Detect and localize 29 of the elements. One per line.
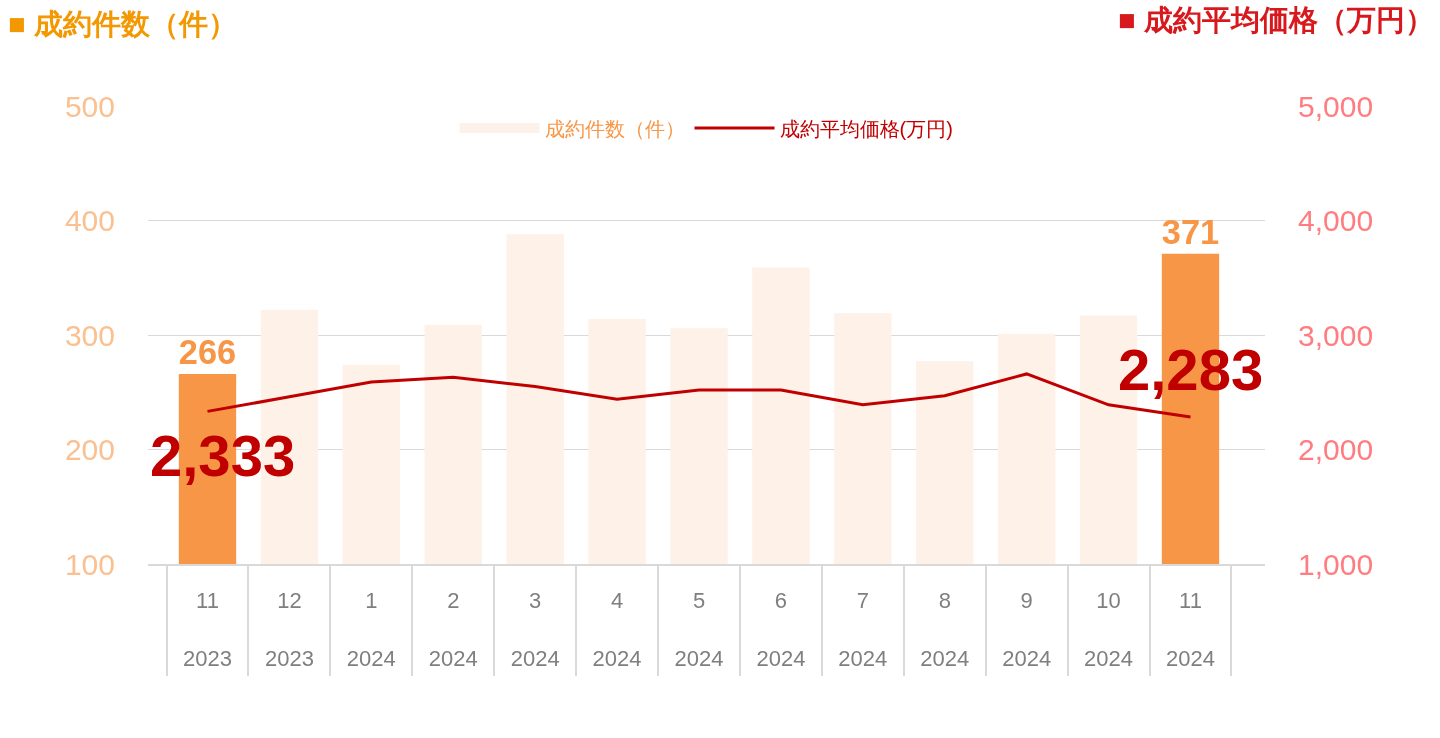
- y-tick-label: 500: [64, 89, 115, 123]
- category-label: 10 2024: [1084, 588, 1134, 671]
- data-label: 371: [1161, 212, 1220, 251]
- category-label: 7 2024: [838, 588, 888, 671]
- y2-tick-label: 4,000: [1298, 204, 1374, 237]
- y2-tick-label: 5,000: [1298, 89, 1374, 123]
- category-label: 9 2024: [1002, 588, 1052, 671]
- y-tick-label: 300: [64, 318, 115, 352]
- category-label: 8 2024: [920, 588, 970, 671]
- category-label: 4 2024: [592, 588, 642, 671]
- y2-tick-label: 1,000: [1298, 547, 1374, 581]
- category-label: 12 2023: [264, 588, 314, 671]
- legend-label: 成約平均価格(万円): [779, 117, 953, 140]
- category-label: 11 2024: [1166, 588, 1215, 671]
- category-label: 6 2024: [756, 588, 806, 671]
- category-label: 3 2024: [510, 588, 560, 671]
- y-axis-title: ■ 成約件数（件）: [8, 8, 237, 40]
- y2-tick-label: 2,000: [1298, 433, 1374, 466]
- category-label: 2 2024: [428, 588, 478, 671]
- y2-axis-title: ■ 成約平均価格（万円）: [1118, 4, 1434, 36]
- category-label: 1 2024: [346, 588, 396, 671]
- category-label: 5 2024: [674, 588, 724, 671]
- y-tick-label: 400: [64, 204, 115, 237]
- legend-label: 成約件数（件）: [544, 117, 685, 140]
- y-tick-label: 200: [64, 433, 115, 466]
- category-label: 11 2023: [183, 588, 232, 671]
- y-tick-label: 100: [64, 547, 115, 581]
- data-label: 266: [178, 332, 237, 371]
- y2-tick-label: 3,000: [1298, 318, 1374, 352]
